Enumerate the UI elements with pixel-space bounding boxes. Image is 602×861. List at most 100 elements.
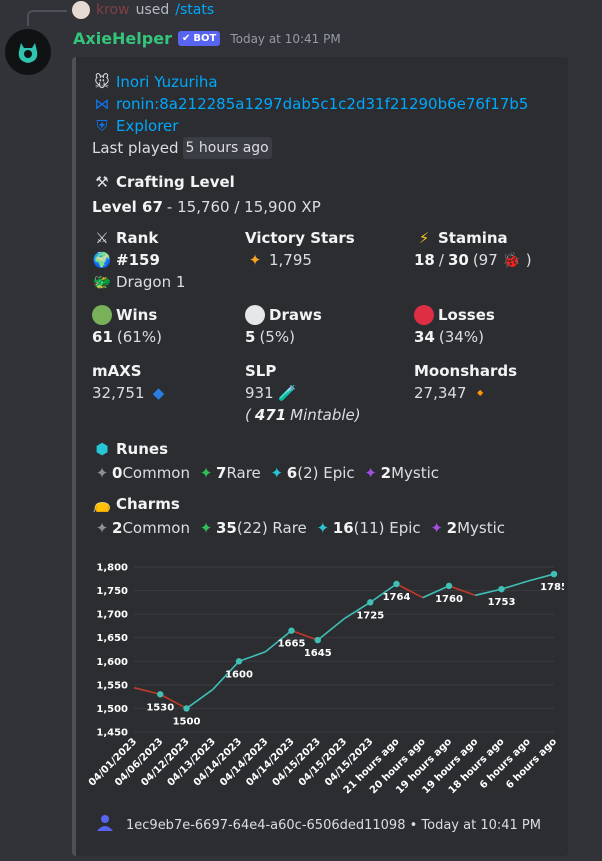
charms-list: ✦ 2 Common ✦ 35 (22) Rare ✦ 16 (11) Epic ✦ 2 My… xyxy=(92,517,509,539)
last-played-label: Last played xyxy=(92,139,179,157)
chart-line-segment xyxy=(264,630,293,653)
chart-data-label: 1785 xyxy=(540,582,564,593)
wins-value: 61 xyxy=(92,328,113,346)
charms-count: 2 xyxy=(112,519,123,537)
user-avatar-icon[interactable]: 🐱 xyxy=(72,1,90,19)
profile-name-link[interactable]: Inori Yuzuriha xyxy=(116,73,218,91)
maxs-title: mAXS xyxy=(92,362,142,380)
losses-pct: (34%) xyxy=(438,328,484,346)
ronin-row: ⋈ ronin:8a212285a1297dab5c1c2d31f21290b6… xyxy=(92,93,562,115)
ronin-address-link[interactable]: ronin:8a212285a1297dab5c1c2d31f21290b6e7… xyxy=(116,95,529,113)
lightning-icon: ⚡ xyxy=(418,229,430,247)
rank-value: #159 xyxy=(116,251,160,269)
charms-item: ✦ 35 (22) Rare xyxy=(196,517,307,539)
stamina-sep: / xyxy=(438,251,444,269)
maxs-value: 32,751 xyxy=(92,384,145,402)
axie-logo-icon xyxy=(18,43,38,63)
runes-item: ✦ 6 (2) Epic xyxy=(267,462,355,484)
victory-stars-value: 1,795 xyxy=(269,251,312,269)
draws-title: Draws xyxy=(269,306,322,324)
message-header: AxieHelper ✔ BOT Today at 10:41 PM xyxy=(73,29,341,48)
rank-division: Dragon 1 xyxy=(116,273,186,291)
sparkle-icon: ✦ xyxy=(95,464,109,482)
chart-y-tick-label: 1,800 xyxy=(96,563,128,574)
chart-line-segment xyxy=(369,583,397,604)
bot-avatar[interactable] xyxy=(5,29,51,75)
chart-line-segment xyxy=(396,583,424,599)
chart-point xyxy=(157,691,164,698)
stamina-extra: (97 xyxy=(472,251,498,269)
chart-point xyxy=(550,570,558,578)
sparkle-icon: ✦ xyxy=(199,464,213,482)
charms-section: 👝 Charms ✦ 2 Common ✦ 35 (22) Rare ✦ 16 (11) E… xyxy=(92,493,509,539)
ronin-shield-icon: ⛨ xyxy=(96,117,108,135)
charms-count: 16 xyxy=(332,519,354,537)
footer-sep: • xyxy=(405,817,422,833)
chart-point xyxy=(314,636,321,644)
ronin-bowtie-icon: ⋈ xyxy=(94,95,110,113)
draws-field: Draws 5 (5%) xyxy=(245,304,405,348)
chart-y-tick-label: 1,500 xyxy=(96,704,128,715)
chart-data-label: 1725 xyxy=(356,610,384,621)
moonshards-value: 27,347 xyxy=(414,384,467,402)
chart-line-segment xyxy=(501,580,528,590)
crafting-xp: - 15,760 / 15,900 XP xyxy=(166,198,321,216)
white-circle-icon xyxy=(245,305,265,325)
sparkle-icon: ✦ xyxy=(316,519,330,537)
user-icon xyxy=(96,814,114,836)
moonshards-title: Moonshards xyxy=(414,362,518,380)
chart-line-segment xyxy=(238,651,266,663)
runes-label: Rare xyxy=(226,464,261,482)
runes-list: ✦ 0 Common ✦ 7 Rare ✦ 6 (2) Epic ✦ 2 Mystic xyxy=(92,462,443,484)
rank-field: ⚔ Rank 🌍 #159 🐲 Dragon 1 xyxy=(92,227,252,293)
bot-username[interactable]: AxieHelper xyxy=(73,29,172,48)
explorer-link[interactable]: Explorer xyxy=(116,117,179,135)
slp-mintable-value: 471 xyxy=(254,406,287,424)
sparkle-icon: ✦ xyxy=(270,464,284,482)
charms-label: (11) Epic xyxy=(353,519,421,537)
runes-count: 6 xyxy=(286,464,298,482)
chart-data-label: 1753 xyxy=(488,597,516,608)
crafting-section: ⚒ Crafting Level Level 67 - 15,760 / 15,… xyxy=(92,171,321,218)
charms-count: 35 xyxy=(216,519,237,537)
moonshard-icon: 🔸 xyxy=(471,384,490,402)
reply-reference[interactable]: 🐱 krow used /stats xyxy=(72,1,214,19)
losses-title: Losses xyxy=(438,306,495,324)
chart-point xyxy=(393,580,400,588)
stamina-field: ⚡ Stamina 18 / 30 (97 🐞) xyxy=(414,227,574,271)
slp-mintable-label: Mintable) xyxy=(290,406,361,424)
star-icon: ✦ xyxy=(248,251,262,269)
chart-point xyxy=(498,585,505,593)
last-played-value: 5 hours ago xyxy=(182,137,272,159)
mmr-history-chart[interactable]: 1,800 1,750 1,700 1,650 1,600 1,550 1,500 1,450… xyxy=(84,555,564,805)
chart-y-tick-label: 1,550 xyxy=(96,680,128,691)
slp-mint-open: ( xyxy=(245,406,251,424)
slp-title: SLP xyxy=(245,362,277,380)
chart-data-label: 1600 xyxy=(225,669,253,680)
chart-line-segment xyxy=(422,585,450,599)
charms-label: (22) Rare xyxy=(236,519,307,537)
reply-command[interactable]: /stats xyxy=(175,2,215,18)
charms-item: ✦ 2 Mystic xyxy=(427,517,505,539)
stamina-title: Stamina xyxy=(438,229,508,247)
message-timestamp[interactable]: Today at 10:41 PM xyxy=(230,31,341,46)
chart-point xyxy=(235,658,243,665)
runes-item: ✦ 7 Rare xyxy=(196,462,261,484)
runes-count: 7 xyxy=(216,464,227,482)
chart-line-segment xyxy=(475,588,502,597)
chart-point xyxy=(288,627,295,634)
chart-data-label: 1500 xyxy=(173,716,201,727)
charms-item: ✦ 16 (11) Epic xyxy=(313,517,421,539)
chart-y-tick-label: 1,700 xyxy=(96,610,128,621)
maxs-field: mAXS 32,751 ◆ xyxy=(92,360,252,404)
draws-pct: (5%) xyxy=(259,328,295,346)
runes-label: Mystic xyxy=(391,464,440,482)
reply-username[interactable]: krow xyxy=(96,2,130,18)
charms-item: ✦ 2 Common xyxy=(92,517,190,539)
rank-title: Rank xyxy=(116,229,159,247)
wins-field: Wins 61 (61%) xyxy=(92,304,252,348)
chart-point xyxy=(367,599,374,606)
axie-face-icon: 🐭 xyxy=(94,73,110,91)
slp-field: SLP 931 🧪 (471 Mintable) xyxy=(245,360,405,426)
charms-label: Mystic xyxy=(457,519,506,537)
